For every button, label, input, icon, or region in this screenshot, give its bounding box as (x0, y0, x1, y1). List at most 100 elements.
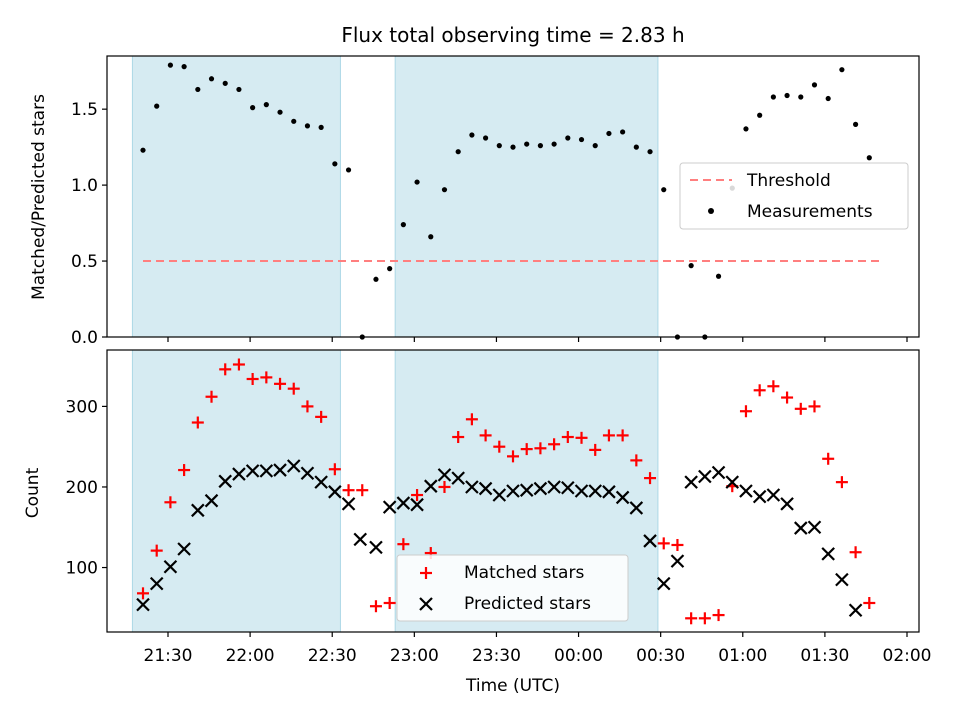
measurement-point (578, 136, 585, 143)
predicted-star-point (149, 576, 164, 591)
top-x-ticks (167, 337, 908, 342)
predicted-star-point (602, 485, 616, 499)
x-tick-label: 00:30 (636, 646, 685, 666)
x-tick-label: 23:00 (390, 646, 439, 666)
measurement-point (387, 266, 393, 272)
predicted-stars-series (136, 459, 863, 618)
y-tick-label: 0.0 (71, 328, 98, 348)
matched-star-point (438, 480, 451, 493)
measurement-point (277, 109, 283, 115)
matched-star-point (465, 413, 478, 426)
y-tick-label: 1.0 (71, 176, 98, 196)
matched-star-point (534, 442, 547, 455)
observing-window-1 (131, 349, 341, 633)
measurements-series (140, 62, 872, 340)
y-tick-label: 200 (66, 478, 98, 498)
legend-threshold-label: Threshold (746, 171, 831, 191)
matched-star-point (835, 476, 848, 489)
predicted-star-point (328, 485, 342, 499)
matched-star-point (205, 390, 218, 403)
predicted-star-point (739, 484, 753, 498)
chart-title: Flux total observing time = 2.83 h (341, 23, 684, 47)
legend-matched-swatch (420, 567, 432, 579)
measurement-point (250, 105, 256, 111)
predicted-star-point (588, 484, 603, 498)
matched-star-point (315, 410, 328, 423)
measurement-point (715, 273, 722, 279)
matched-star-point (178, 464, 191, 477)
measurement-point (784, 92, 790, 99)
predicted-star-point (204, 493, 219, 508)
top-panel: 0.0 0.5 1.0 1.5 Matched/Predicted stars Thr… (29, 55, 920, 348)
predicted-star-point (519, 483, 534, 497)
measurement-point (510, 144, 516, 150)
measurement-point (606, 130, 612, 137)
matched-star-point (328, 463, 341, 476)
y-tick-label: 0.5 (71, 252, 98, 272)
predicted-star-point (793, 521, 808, 535)
bottom-y-axis-label: Count (23, 467, 43, 518)
measurement-point (661, 187, 667, 193)
y-tick-label: 1.5 (71, 100, 98, 120)
predicted-star-point (629, 501, 644, 515)
predicted-star-point (451, 471, 465, 485)
legend-predicted-label: Predicted stars (464, 594, 591, 614)
matched-star-point (644, 472, 657, 485)
predicted-star-point (574, 484, 589, 498)
matched-star-point (137, 587, 149, 600)
predicted-star-point (232, 467, 246, 481)
x-tick-label: 22:30 (308, 646, 357, 666)
measurement-point (414, 179, 420, 185)
matched-star-point (342, 484, 355, 497)
predicted-star-point (766, 488, 781, 502)
matched-star-point (191, 416, 204, 429)
bottom-y-ticks: 100 200 300 (66, 397, 107, 579)
matched-star-point (479, 429, 492, 442)
matched-star-point (369, 600, 382, 613)
x-tick-label: 21:30 (144, 646, 193, 666)
y-tick-label: 300 (66, 397, 98, 417)
matched-star-point (767, 380, 780, 393)
predicted-star-point (615, 490, 630, 505)
measurement-point (537, 143, 544, 149)
measurement-point (181, 64, 187, 70)
predicted-star-point (396, 496, 411, 510)
predicted-star-point (656, 576, 671, 591)
shaded-regions (131, 55, 659, 338)
measurement-point (455, 149, 461, 155)
matched-star-point (781, 391, 794, 404)
measurement-point (195, 86, 201, 93)
matched-star-point (685, 612, 698, 625)
measurement-point (304, 123, 311, 129)
predicted-star-point (848, 603, 863, 618)
predicted-star-point (410, 497, 424, 512)
predicted-star-point (492, 488, 507, 502)
bottom-panel: 100 200 300 21:30 22:00 22:30 23:00 23:30 00:00… (23, 349, 932, 696)
matched-star-point (822, 452, 835, 465)
measurement-point (154, 103, 160, 109)
measurement-point (825, 95, 831, 102)
x-axis-label: Time (UTC) (465, 676, 560, 696)
predicted-star-point (353, 532, 368, 547)
matched-star-point (863, 596, 876, 609)
y-tick-label: 100 (66, 559, 98, 579)
matched-star-point (561, 431, 574, 444)
measurement-point (428, 234, 434, 240)
matched-star-point (397, 538, 410, 551)
predicted-star-point (835, 572, 849, 587)
measurement-point (620, 129, 626, 135)
measurement-point (688, 263, 694, 269)
measurement-point (482, 135, 489, 141)
measurement-point (647, 149, 653, 155)
top-axes-frame (106, 55, 920, 338)
matched-star-point (520, 443, 533, 456)
matched-star-point (383, 596, 396, 609)
predicted-star-point (670, 554, 685, 568)
x-tick-label: 02:00 (883, 646, 932, 666)
predicted-star-point (218, 474, 233, 489)
predicted-star-point (752, 489, 767, 504)
observing-window-1 (131, 55, 341, 338)
matched-star-point (739, 405, 752, 418)
measurement-point (291, 118, 297, 124)
top-legend: Threshold Measurements (679, 162, 909, 230)
